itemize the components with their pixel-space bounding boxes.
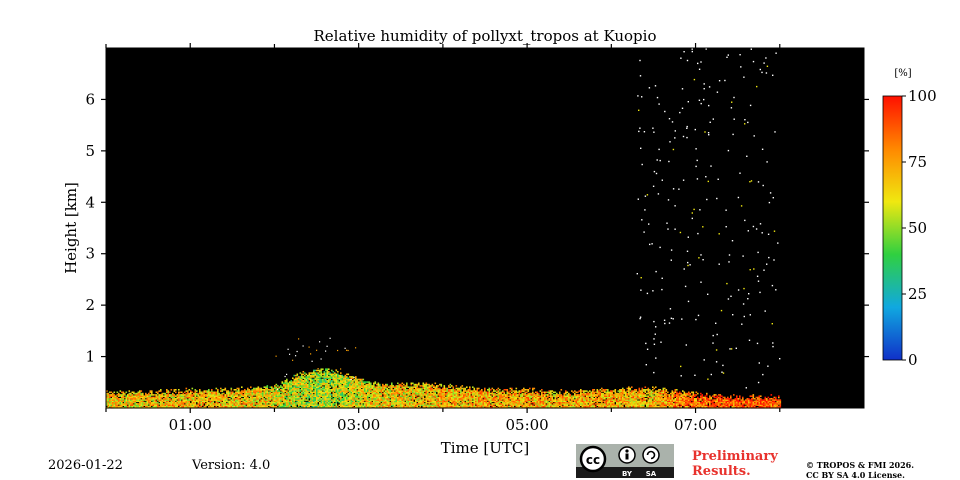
cc-logo-text: cc [586, 453, 600, 467]
preliminary-results-note: Preliminary Results. [692, 449, 778, 479]
y-tick-label: 3 [85, 245, 95, 263]
y-tick-label: 4 [85, 193, 95, 211]
copyright-line-2: CC BY SA 4.0 License. [806, 470, 905, 480]
copyright-note: © TROPOS & FMI 2026. CC BY SA 4.0 Licens… [806, 460, 914, 480]
colorbar: [%] 0 25 50 75 100 [882, 68, 937, 369]
colorbar-tick-label: 25 [908, 285, 927, 303]
sa-sharealike-icon [642, 446, 660, 464]
preliminary-line-1: Preliminary [692, 449, 778, 464]
y-axis: 1 2 3 4 5 6 [85, 90, 869, 366]
colorbar-ticks: 0 25 50 75 100 [902, 87, 937, 369]
plot-frame [105, 47, 865, 409]
chart-title: Relative humidity of pollyxt_tropos at K… [314, 27, 657, 45]
y-tick-label: 6 [85, 90, 95, 108]
humidity-field [106, 48, 782, 409]
x-tick-label: 05:00 [505, 416, 548, 434]
colorbar-tick-label: 0 [908, 351, 918, 369]
colorbar-tick-label: 50 [908, 219, 927, 237]
x-axis-label: Time [UTC] [441, 439, 530, 457]
preliminary-line-2: Results. [692, 464, 751, 479]
colorbar-tick-label: 75 [908, 153, 927, 171]
y-tick-label: 2 [85, 296, 95, 314]
plot-area [106, 48, 864, 408]
footer-version: Version: 4.0 [192, 458, 271, 473]
y-tick-label: 5 [85, 142, 95, 160]
x-axis: 01:00 03:00 05:00 07:00 [105, 43, 781, 434]
cc-logo-icon [579, 445, 607, 473]
x-tick-label: 01:00 [169, 416, 212, 434]
y-tick-label: 1 [85, 348, 95, 366]
colorbar-unit: [%] [894, 68, 911, 79]
colorbar-tick-label: 100 [908, 87, 937, 105]
x-tick-label: 03:00 [337, 416, 380, 434]
copyright-line-1: © TROPOS & FMI 2026. [806, 460, 915, 470]
colorbar-gradient [882, 95, 903, 361]
footer-date: 2026-01-22 [48, 458, 123, 473]
cc-by-sa-license-badge: cc BY SA [576, 444, 674, 478]
sa-label: SA [646, 470, 657, 478]
by-label: BY [622, 470, 633, 478]
x-tick-label: 07:00 [674, 416, 717, 434]
y-axis-label: Height [km] [62, 182, 80, 274]
